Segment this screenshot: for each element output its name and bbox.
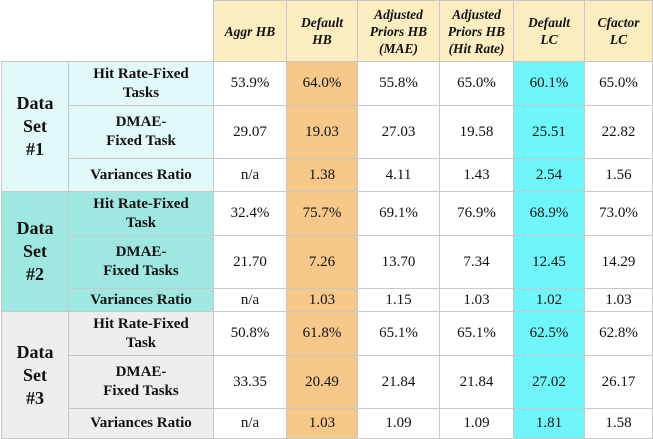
value-cell: 1.03 [439, 288, 514, 312]
value-cell: 64.0% [286, 61, 358, 106]
value-cell: 14.29 [584, 235, 653, 289]
value-cell: 60.1% [513, 61, 585, 106]
table-row: Variances Ratio n/a 1.03 1.15 1.03 1.02 1.03 [2, 288, 653, 312]
value-cell: 76.9% [439, 191, 514, 236]
value-cell: 62.5% [513, 311, 585, 356]
metric-label: Hit Rate-Fixed Tasks [68, 61, 214, 106]
metric-label: Hit Rate-Fixed Task [68, 311, 214, 356]
value-cell: n/a [213, 158, 287, 192]
value-cell: 1.38 [286, 158, 358, 192]
value-cell: n/a [213, 408, 287, 439]
value-cell: 4.11 [357, 158, 440, 192]
column-header: Adjusted Priors HB (MAE) [357, 0, 440, 62]
value-cell: 1.56 [584, 158, 653, 192]
table-row: DMAE- Fixed Task 29.07 19.03 27.03 19.58 25.51… [2, 105, 653, 159]
value-cell: 62.8% [584, 311, 653, 356]
value-cell: 13.70 [357, 235, 440, 289]
value-cell: 65.0% [584, 61, 653, 106]
value-cell: 1.09 [439, 408, 514, 439]
table-row: Variances Ratio n/a 1.03 1.09 1.09 1.81 1.58 [2, 408, 653, 439]
value-cell: 68.9% [513, 191, 585, 236]
value-cell: 29.07 [213, 105, 287, 159]
value-cell: 26.17 [584, 355, 653, 409]
column-header: Default LC [513, 0, 585, 62]
value-cell: 69.1% [357, 191, 440, 236]
value-cell: 53.9% [213, 61, 287, 106]
value-cell: 61.8% [286, 311, 358, 356]
value-cell: 27.02 [513, 355, 585, 409]
value-cell: 1.03 [584, 288, 653, 312]
value-cell: 19.58 [439, 105, 514, 159]
metric-label: Hit Rate-Fixed Task [68, 191, 214, 236]
value-cell: 1.58 [584, 408, 653, 439]
value-cell: 7.26 [286, 235, 358, 289]
column-header: Default HB [286, 0, 358, 62]
value-cell: 2.54 [513, 158, 585, 192]
metric-label: Variances Ratio [68, 408, 214, 439]
value-cell: 1.15 [357, 288, 440, 312]
data-set-label: Data Set #2 [1, 191, 69, 312]
metric-label: DMAE- Fixed Task [68, 105, 214, 159]
header-row: Aggr HB Default HB Adjusted Priors HB (MAE)… [1, 0, 653, 62]
value-cell: 1.81 [513, 408, 585, 439]
value-cell: 21.84 [439, 355, 514, 409]
value-cell: 65.1% [357, 311, 440, 356]
empty-corner-cell [68, 0, 214, 62]
value-cell: 21.84 [357, 355, 440, 409]
table-row: DMAE- Fixed Tasks 33.35 20.49 21.84 21.84 27.0… [2, 355, 653, 409]
value-cell: 25.51 [513, 105, 585, 159]
value-cell: 65.1% [439, 311, 514, 356]
value-cell: 33.35 [213, 355, 287, 409]
table-row: Data Set #3 Hit Rate-Fixed Task 50.8% 61.8% 65.… [1, 311, 653, 439]
value-cell: 75.7% [286, 191, 358, 236]
value-cell: 20.49 [286, 355, 358, 409]
value-cell: 1.03 [286, 408, 358, 439]
metric-label: DMAE- Fixed Tasks [68, 355, 214, 409]
value-cell: 1.02 [513, 288, 585, 312]
table-row: DMAE- Fixed Tasks 21.70 7.26 13.70 7.34 12.45 1… [2, 235, 653, 289]
data-set-label: Data Set #1 [1, 61, 69, 192]
metric-label: DMAE- Fixed Tasks [68, 235, 214, 289]
table-row: Data Set #1 Hit Rate-Fixed Tasks 53.9% 64.0% 55… [1, 61, 653, 192]
value-cell: 55.8% [357, 61, 440, 106]
value-cell: 19.03 [286, 105, 358, 159]
data-set-label: Data Set #3 [1, 311, 69, 439]
value-cell: 1.43 [439, 158, 514, 192]
empty-corner-cell [1, 0, 69, 62]
value-cell: 73.0% [584, 191, 653, 236]
value-cell: 27.03 [357, 105, 440, 159]
table-body: Data Set #1 Hit Rate-Fixed Tasks 53.9% 64.0% 55… [1, 61, 653, 439]
table-row: Variances Ratio n/a 1.38 4.11 1.43 2.54 1.56 [2, 158, 653, 192]
value-cell: 22.82 [584, 105, 653, 159]
column-header: Aggr HB [213, 0, 287, 62]
table-row: Data Set #2 Hit Rate-Fixed Task 32.4% 75.7% 69.… [1, 191, 653, 312]
value-cell: 7.34 [439, 235, 514, 289]
metric-label: Variances Ratio [68, 288, 214, 312]
metric-label: Variances Ratio [68, 158, 214, 192]
value-cell: 12.45 [513, 235, 585, 289]
value-cell: n/a [213, 288, 287, 312]
value-cell: 1.09 [357, 408, 440, 439]
column-header: Cfactor LC [584, 0, 653, 62]
column-header: Adjusted Priors HB (Hit Rate) [439, 0, 514, 62]
value-cell: 65.0% [439, 61, 514, 106]
value-cell: 21.70 [213, 235, 287, 289]
value-cell: 1.03 [286, 288, 358, 312]
value-cell: 32.4% [213, 191, 287, 236]
value-cell: 50.8% [213, 311, 287, 356]
